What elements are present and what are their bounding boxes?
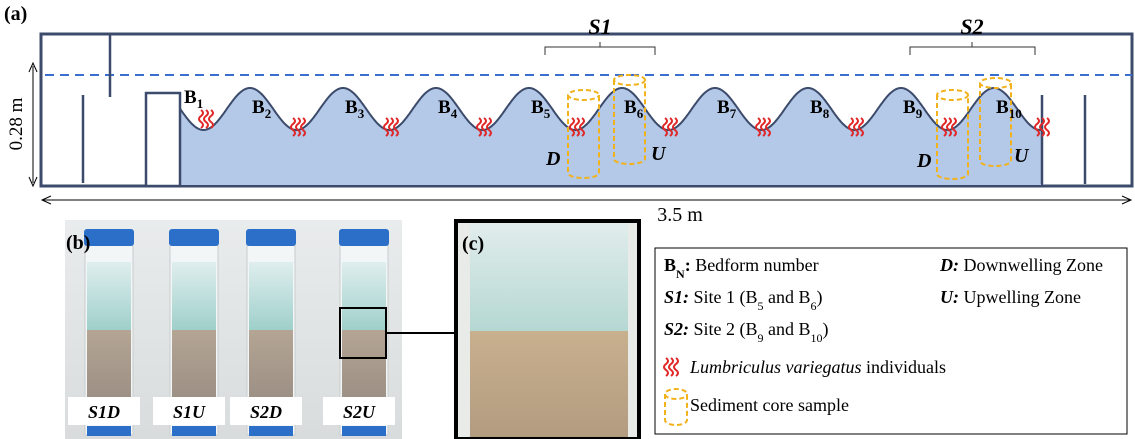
site-label: S2	[960, 14, 983, 39]
tube-label: S2D	[250, 402, 282, 422]
bedform-letter: B	[717, 97, 730, 118]
legend-run: B	[664, 255, 676, 275]
bedform-letter: B	[438, 97, 451, 118]
tube-bottom	[87, 426, 131, 436]
site-label: S1	[588, 14, 611, 39]
sediment	[470, 331, 628, 439]
legend-run: Lumbriculus variegatus	[689, 357, 862, 377]
bedform-letter: B	[252, 97, 265, 118]
tube-cap	[84, 229, 134, 246]
zone-label: D	[916, 150, 931, 172]
tube-bottom	[342, 426, 386, 436]
height-label: 0.28 m	[6, 97, 27, 150]
bedform-letter: B	[345, 97, 358, 118]
tube-liquid	[87, 262, 131, 330]
bedform-letter: B	[624, 97, 637, 118]
panel-label: (b)	[66, 232, 90, 254]
bedform-sub: 9	[916, 106, 923, 121]
legend-run: 10	[811, 331, 823, 345]
legend-run: and B	[764, 287, 811, 307]
zone-label: U	[651, 143, 667, 165]
liquid	[470, 221, 628, 331]
bedform-letter: B	[531, 97, 544, 118]
bedform-letter: B	[810, 97, 823, 118]
legend-run: Sediment core sample	[690, 395, 849, 415]
bedform-sub: 6	[637, 106, 644, 121]
legend-entry: Lumbriculus variegatus individuals	[689, 357, 946, 377]
legend-run: U:	[940, 287, 959, 307]
legend-entry: D: Downwelling Zone	[939, 255, 1103, 275]
legend-run: individuals	[862, 357, 947, 377]
legend-run: S1:	[664, 287, 689, 307]
tube-bottom	[172, 426, 216, 436]
tube-bottom	[249, 426, 293, 436]
tube-cap	[339, 229, 389, 246]
legend-run: Site 2 (B	[689, 319, 758, 340]
legend-run: Upwelling Zone	[959, 287, 1081, 307]
bedform-sub: 1	[197, 96, 204, 111]
tube-liquid	[249, 262, 293, 330]
bedform-letter: B	[184, 87, 197, 108]
bedform-sub: 10	[1009, 106, 1022, 121]
legend-entry: Sediment core sample	[690, 395, 849, 415]
bedform-sub: 2	[265, 106, 272, 121]
bedform-letter: B	[996, 97, 1009, 118]
tube-liquid	[172, 262, 216, 330]
bedform-letter: B	[903, 97, 916, 118]
tube-sediment	[172, 330, 216, 400]
bedform-sub: 8	[823, 106, 830, 121]
legend-run: Downwelling Zone	[959, 255, 1103, 275]
zone-label: D	[545, 148, 560, 170]
tube-label: S2U	[343, 402, 376, 422]
legend-run: )	[817, 287, 823, 308]
bedform-sub: 3	[358, 106, 365, 121]
bedform-sub: 4	[451, 106, 458, 121]
tube-sediment	[342, 330, 386, 400]
tube-sediment	[87, 330, 131, 400]
tube-cap	[169, 229, 219, 246]
legend-run: S2:	[664, 319, 689, 339]
panel-label: (c)	[462, 233, 484, 255]
legend-run: Bedform number	[691, 255, 819, 275]
length-label: 3.5 m	[657, 204, 703, 226]
legend-run: D:	[939, 255, 959, 275]
weir	[146, 93, 180, 186]
tube-sediment	[249, 330, 293, 400]
figure: S1DS1US2DS2U (a)S1S20.28 m3.5 mB1B2B3B4B…	[0, 0, 1135, 439]
legend-run: N	[676, 267, 685, 281]
tube-liquid	[342, 262, 386, 330]
zone-label: U	[1014, 145, 1030, 167]
panel-label: (a)	[4, 3, 27, 25]
tube-label: S1U	[173, 402, 206, 422]
legend-entry: U: Upwelling Zone	[940, 287, 1081, 307]
bedform-sub: 7	[730, 106, 737, 121]
legend-run: Site 1 (B	[689, 287, 758, 308]
legend-run: and B	[764, 319, 811, 339]
tube-cap	[246, 229, 296, 246]
bedform-sub: 5	[544, 106, 551, 121]
legend-run: )	[823, 319, 829, 340]
tube-label: S1D	[88, 402, 120, 422]
